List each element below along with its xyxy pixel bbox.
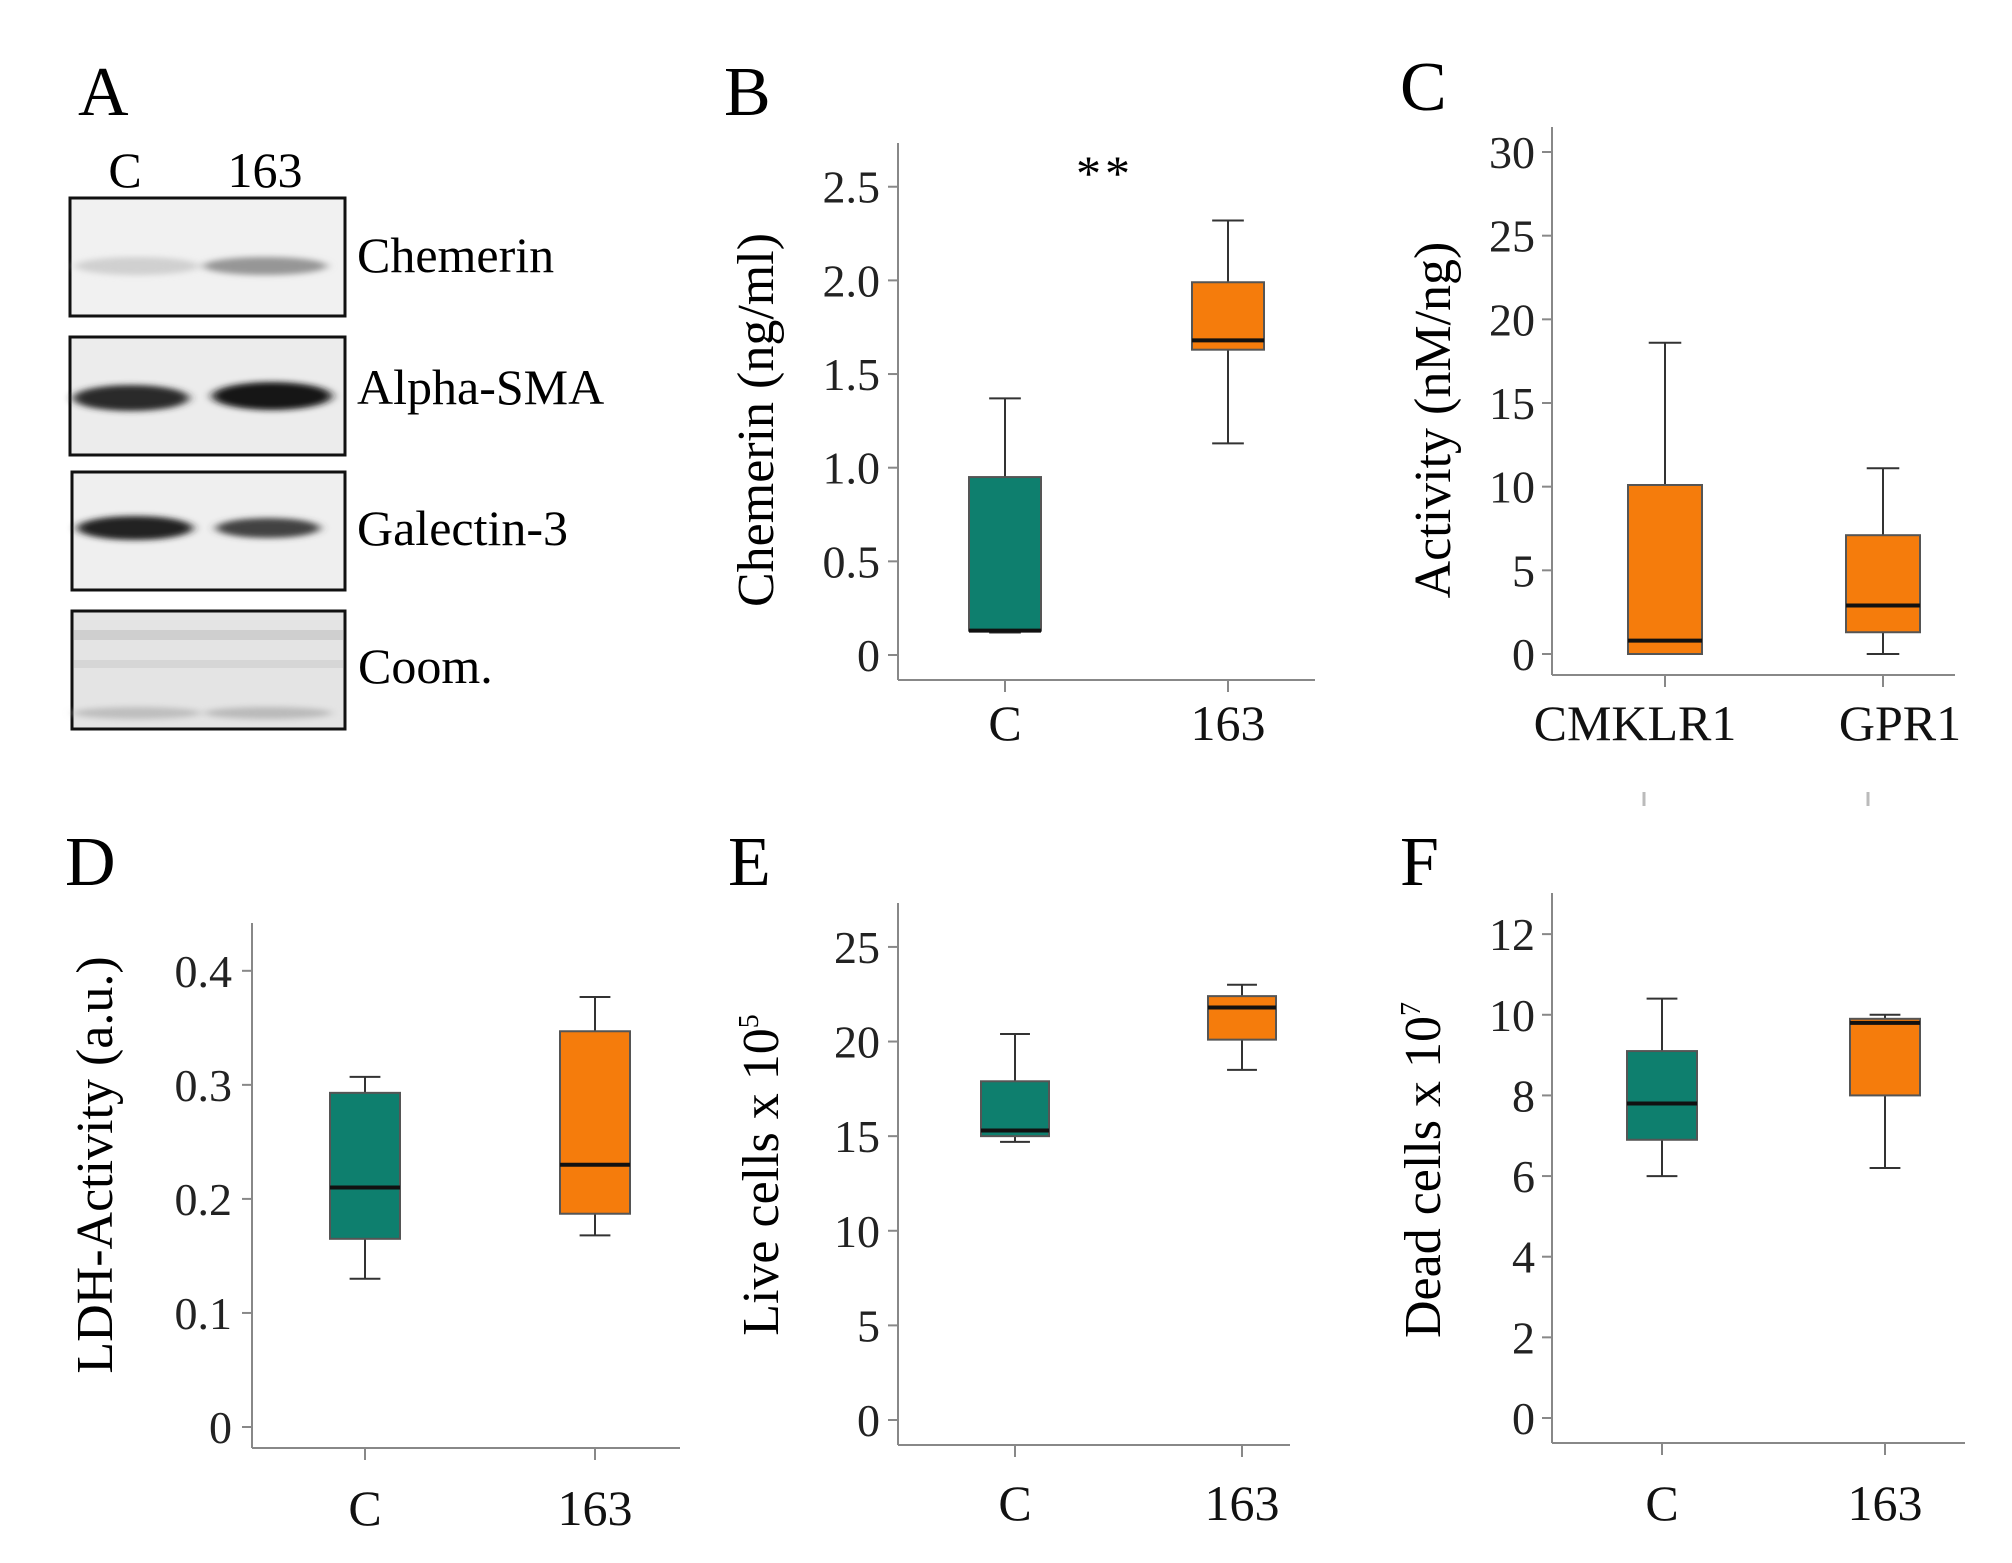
y-tick-label: 8 — [1512, 1070, 1535, 1121]
box-163 — [559, 1030, 631, 1215]
blot-label-galectin-3: Galectin-3 — [357, 500, 568, 556]
blot-label-coomassie: Coom. — [358, 638, 493, 694]
box-163 — [1207, 995, 1277, 1041]
y-axis-label: LDH-Activity (a.u.) — [67, 956, 124, 1373]
box-163 — [1849, 1017, 1921, 1097]
y-tick-label: 30 — [1489, 127, 1535, 178]
x-category-label: C — [988, 695, 1021, 751]
y-tick-label: 10 — [1489, 990, 1535, 1041]
y-axis-label: Chemerin (ng/ml) — [728, 233, 785, 607]
panel-letter-d: D — [65, 824, 116, 901]
y-tick-label: 25 — [834, 922, 880, 973]
blot-band — [75, 257, 199, 275]
panel-letter-b: B — [724, 54, 771, 131]
panel-a-western-blot: A C 163 Chemerin Alpha-SMA Galectin-3 — [68, 54, 604, 731]
y-axis-label-text: Live cells x 10 — [733, 1028, 790, 1336]
lane-label-control: C — [108, 142, 141, 198]
x-category-label: CMKLR1 — [1534, 695, 1737, 751]
chart-body: 0 0.5 1.0 1.5 2.0 2.5 C 163 — [823, 143, 1315, 751]
blot-coomassie: Coom. — [70, 609, 493, 731]
blot-frame — [68, 196, 347, 318]
y-tick-label: 0 — [209, 1402, 232, 1453]
y-axis-label-text: Dead cells x 10 — [1395, 1016, 1452, 1338]
y-axis-label: Dead cells x 107 — [1395, 1002, 1452, 1338]
blot-label-alpha-sma: Alpha-SMA — [357, 359, 604, 415]
y-tick-label: 12 — [1489, 909, 1535, 960]
x-category-label: C — [998, 1475, 1031, 1531]
y-tick-label: 0.5 — [823, 536, 881, 587]
y-tick-label: 6 — [1512, 1151, 1535, 1202]
chart-body: 0 5 10 15 20 25 C 163 — [834, 903, 1290, 1531]
box-c — [968, 476, 1042, 632]
y-tick-label: 10 — [1489, 462, 1535, 513]
y-tick-label: 15 — [1489, 378, 1535, 429]
lane-label-treated: 163 — [228, 142, 303, 198]
y-tick-label: 15 — [834, 1111, 880, 1162]
x-category-label: C — [348, 1480, 381, 1536]
box-gpr1 — [1845, 534, 1921, 634]
blot-band — [203, 257, 327, 275]
panel-letter-c: C — [1400, 49, 1447, 126]
coomassie-stain-band — [74, 630, 343, 640]
y-tick-label: 0 — [1512, 1393, 1535, 1444]
x-category-label: 163 — [558, 1480, 633, 1536]
blot-band — [204, 707, 332, 719]
x-category-label: 163 — [1191, 695, 1266, 751]
panel-b-chemerin-chart: B Chemerin (ng/ml) ** 0 0.5 1.0 1.5 2.0 2.5 C 1… — [724, 54, 1315, 751]
box-cmklr1 — [1627, 483, 1703, 656]
y-tick-label: 4 — [1512, 1232, 1535, 1283]
y-tick-label: 0.3 — [175, 1060, 233, 1111]
y-tick-label: 5 — [857, 1300, 880, 1351]
y-axis-label-exponent: 7 — [1396, 1002, 1427, 1016]
y-tick-label: 0.4 — [175, 946, 233, 997]
blot-chemerin: Chemerin — [68, 196, 554, 318]
blot-band — [73, 707, 201, 719]
chart-body: 0 0.1 0.2 0.3 0.4 C 163 — [175, 923, 680, 1536]
y-tick-label: 0.1 — [175, 1288, 233, 1339]
panel-d-ldh-chart: D LDH-Activity (a.u.) 0 0.1 0.2 0.3 0.4 C 163 — [65, 824, 680, 1536]
blot-label-chemerin: Chemerin — [357, 227, 554, 283]
y-tick-label: 2.5 — [823, 162, 881, 213]
x-category-label: GPR1 — [1839, 695, 1961, 751]
y-axis-label: Activity (nM/ng) — [1405, 242, 1462, 599]
y-tick-label: 1.5 — [823, 349, 881, 400]
x-category-label: 163 — [1205, 1475, 1280, 1531]
y-tick-label: 25 — [1489, 211, 1535, 262]
x-category-label: 163 — [1848, 1475, 1923, 1531]
box-c — [329, 1091, 401, 1240]
y-tick-label: 2.0 — [823, 255, 881, 306]
blot-band — [216, 518, 320, 538]
panel-letter-e: E — [728, 824, 771, 901]
blot-band — [212, 382, 332, 410]
panel-letter-f: F — [1400, 824, 1439, 901]
panel-letter-a: A — [78, 54, 129, 131]
y-tick-label: 2 — [1512, 1312, 1535, 1363]
blot-band — [73, 385, 189, 411]
y-axis-label: Live cells x 105 — [733, 1014, 790, 1336]
y-tick-label: 20 — [834, 1017, 880, 1068]
box-c — [980, 1080, 1050, 1138]
y-tick-label: 1.0 — [823, 443, 881, 494]
coomassie-stain-band — [74, 660, 343, 668]
chart-body: 0 5 10 15 20 25 30 CMKLR1 GPR1 — [1489, 127, 1961, 751]
y-tick-label: 0 — [857, 1395, 880, 1446]
blot-alpha-sma: Alpha-SMA — [68, 335, 604, 457]
blot-galectin-3: Galectin-3 — [70, 470, 568, 592]
y-tick-label: 20 — [1489, 294, 1535, 345]
x-category-label: C — [1645, 1475, 1678, 1531]
panel-c-activity-chart: C Activity (nM/ng) 0 5 10 15 20 25 30 CMKLR1 GPR… — [1400, 49, 1961, 806]
blot-band — [77, 516, 193, 540]
y-tick-label: 0 — [857, 630, 880, 681]
chart-body: 0 2 4 6 8 10 12 C 163 — [1489, 893, 1965, 1531]
significance-marker: ** — [1076, 145, 1134, 201]
y-tick-label: 10 — [834, 1206, 880, 1257]
y-tick-label: 0.2 — [175, 1174, 233, 1225]
box-c — [1626, 1050, 1698, 1141]
panel-f-dead-cells-chart: F Dead cells x 107 0 2 4 6 8 10 12 C 163 — [1395, 824, 1965, 1531]
y-tick-label: 5 — [1512, 545, 1535, 596]
y-tick-label: 0 — [1512, 629, 1535, 680]
y-axis-label-exponent: 5 — [734, 1014, 765, 1028]
